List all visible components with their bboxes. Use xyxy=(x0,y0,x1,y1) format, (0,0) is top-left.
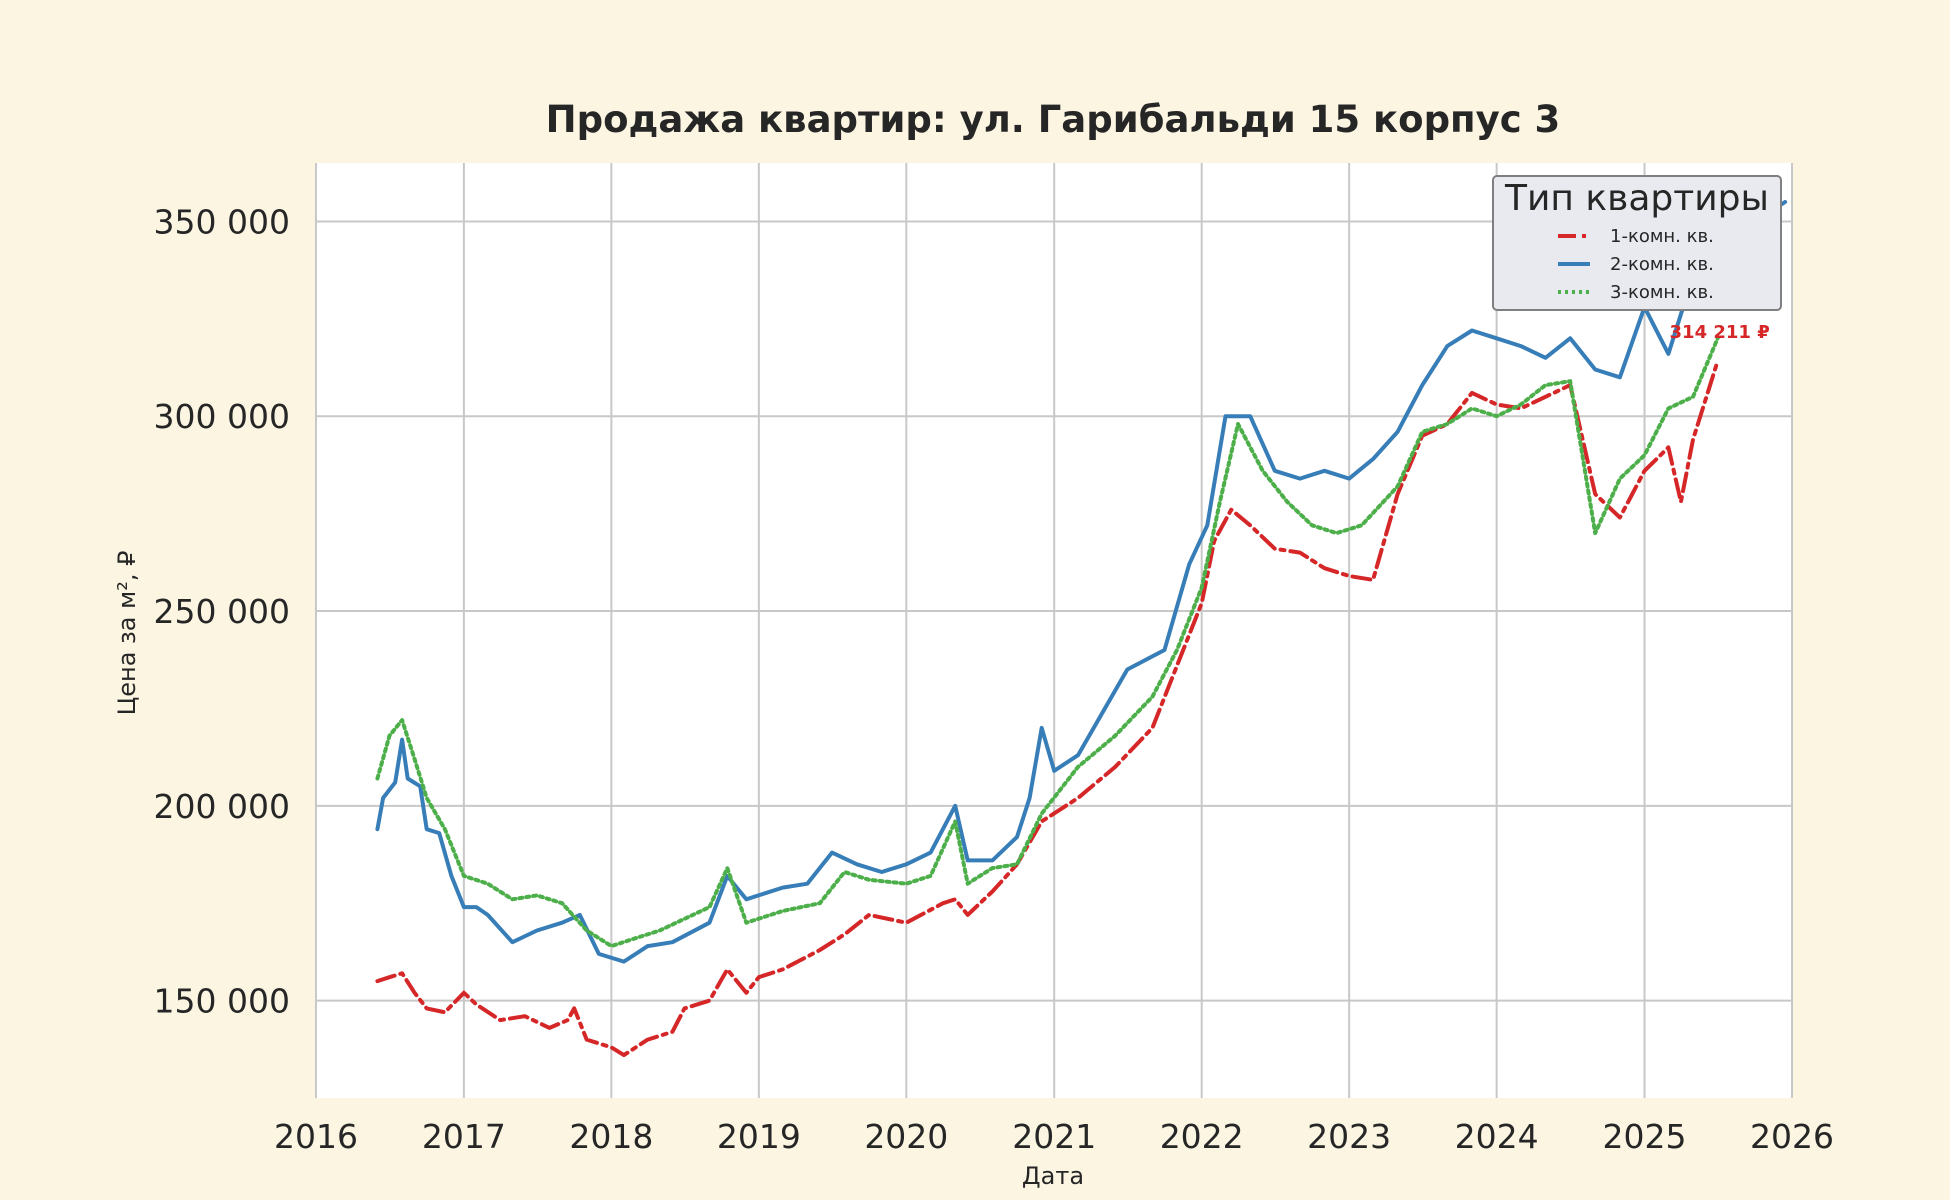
x-tick-label: 2019 xyxy=(717,1117,801,1156)
x-tick-label: 2026 xyxy=(1750,1117,1834,1156)
grid xyxy=(315,163,1793,1098)
legend-entry-label: 2-комн. кв. xyxy=(1610,254,1714,275)
x-tick-label: 2022 xyxy=(1160,1117,1244,1156)
series-lines xyxy=(375,200,1788,1058)
series-line-1 xyxy=(375,358,1720,1058)
y-axis-label: Цена за м², ₽ xyxy=(113,551,141,716)
y-tick-label: 300 000 xyxy=(154,397,290,436)
chart-title: Продажа квартир: ул. Гарибальди 15 корпу… xyxy=(546,98,1561,141)
x-tick-label: 2021 xyxy=(1012,1117,1096,1156)
x-axis-label: Дата xyxy=(1022,1162,1084,1190)
x-tick-label: 2020 xyxy=(864,1117,948,1156)
annotation-label: 314 211 ₽ xyxy=(1670,322,1770,343)
y-tick-label: 250 000 xyxy=(154,592,290,631)
y-tick-label: 350 000 xyxy=(154,202,290,241)
x-tick-label: 2025 xyxy=(1603,1117,1687,1156)
annotations: 314 211 ₽ xyxy=(1670,322,1770,343)
legend-entry-label: 1-комн. кв. xyxy=(1610,226,1714,247)
x-tick-label: 2018 xyxy=(569,1117,653,1156)
legend-title: Тип квартиры xyxy=(1504,178,1769,219)
y-tick-label: 150 000 xyxy=(154,982,290,1021)
x-tick-label: 2016 xyxy=(274,1117,358,1156)
x-tick-label: 2017 xyxy=(422,1117,506,1156)
y-tick-label: 200 000 xyxy=(154,787,290,826)
legend: Тип квартиры 1-комн. кв. 2-комн. кв. 3-ком… xyxy=(1492,175,1782,311)
legend-box xyxy=(1492,175,1782,311)
tick-labels: 2016 2017 2018 2019 2020 2021 2022 2023 2024 2025… xyxy=(154,202,1834,1156)
x-tick-label: 2023 xyxy=(1307,1117,1391,1156)
x-tick-label: 2024 xyxy=(1455,1117,1539,1156)
legend-entry-label: 3-комн. кв. xyxy=(1610,282,1714,303)
series-line-3 xyxy=(375,336,1720,949)
series-line-2 xyxy=(375,200,1788,964)
